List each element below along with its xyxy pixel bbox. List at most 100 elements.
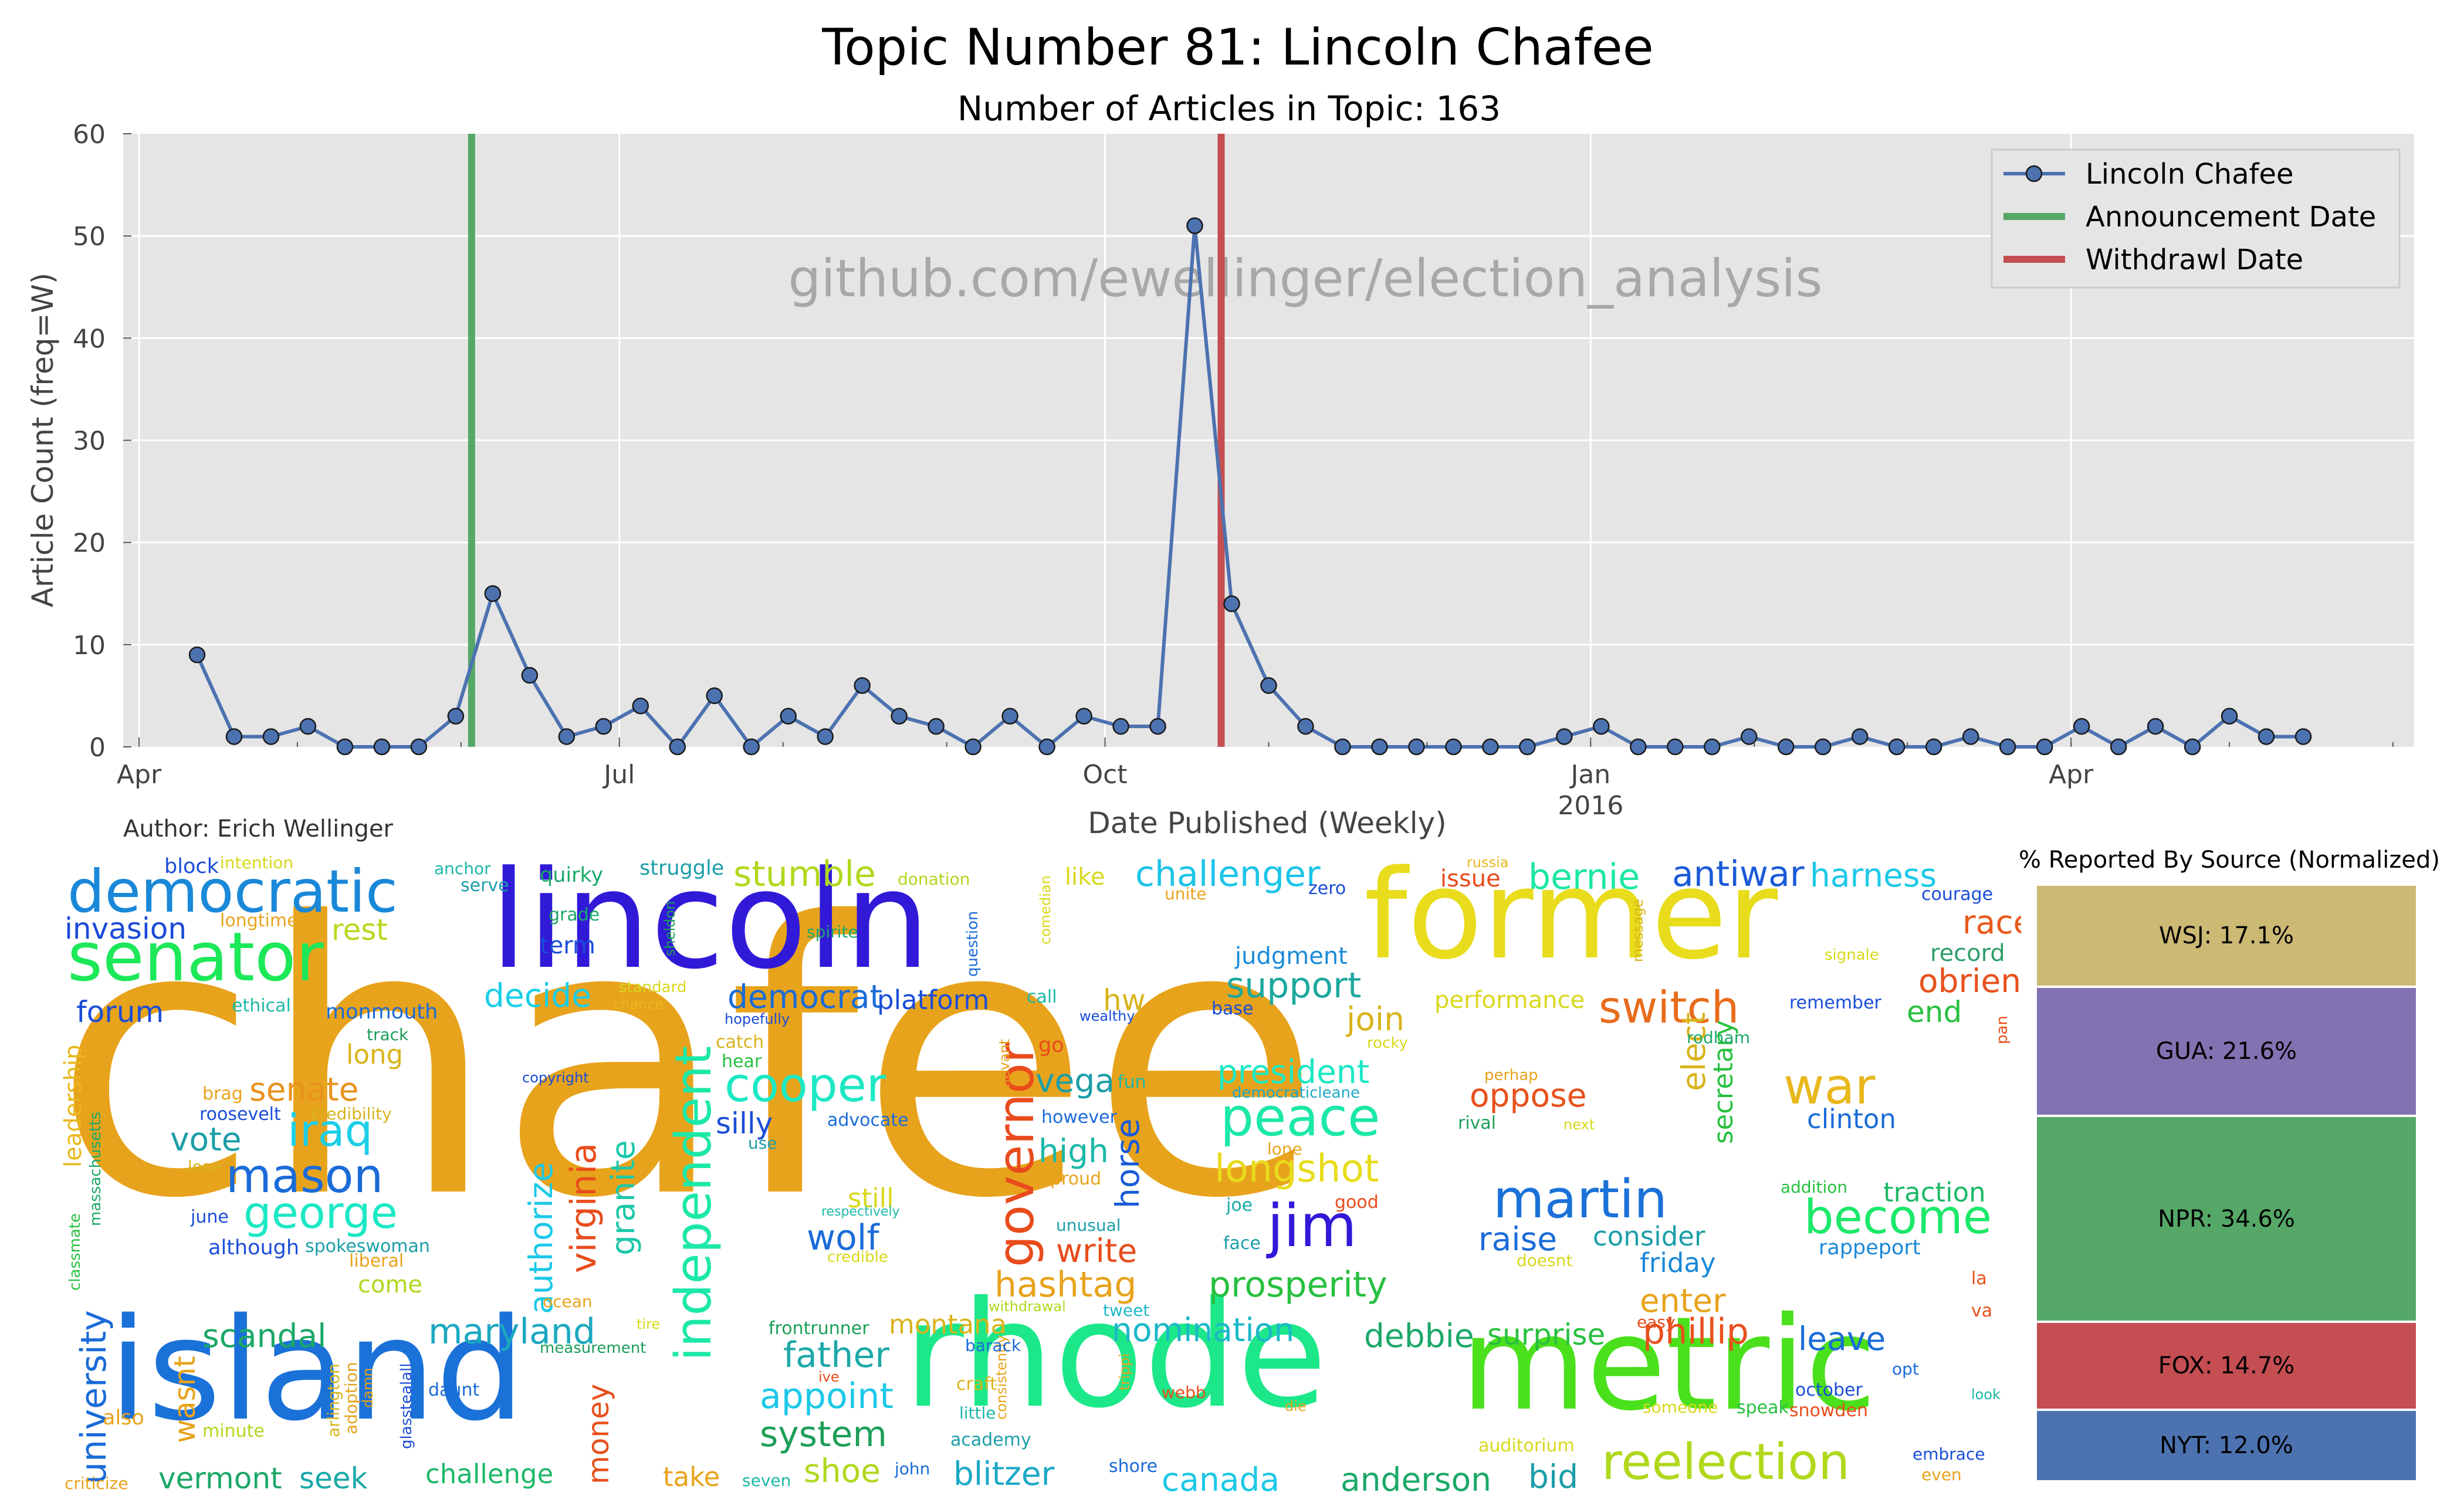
- word-cloud-word: glasstealall: [398, 1363, 415, 1449]
- data-point: [336, 738, 354, 756]
- word-cloud-word: challenge: [425, 1458, 554, 1490]
- data-point: [2147, 717, 2164, 735]
- word-cloud-word: lone: [1267, 1139, 1302, 1159]
- data-point: [262, 728, 280, 745]
- series-group: [188, 217, 2312, 756]
- word-cloud-word: end: [1907, 995, 1962, 1029]
- word-cloud-word: message: [1630, 899, 1646, 962]
- word-cloud-word: easy: [1637, 1312, 1676, 1332]
- y-tick-label: 10: [73, 631, 106, 661]
- word-cloud-word: die: [1285, 1398, 1307, 1414]
- word-cloud-word: auditorium: [1478, 1436, 1575, 1456]
- word-cloud-word: someone: [1643, 1397, 1718, 1417]
- y-axis-label: Article Count (freq=W): [26, 273, 60, 608]
- data-point: [1260, 677, 1277, 694]
- word-cloud-word: spokeswoman: [305, 1236, 430, 1257]
- word-cloud-word: fun: [1118, 1072, 1146, 1092]
- data-point: [1223, 595, 1240, 612]
- data-point: [1075, 708, 1092, 725]
- data-point: [188, 647, 206, 664]
- data-point: [1445, 738, 1462, 756]
- source-segment-label: GUA: 21.6%: [2155, 1037, 2297, 1065]
- word-cloud-word: rappeport: [1819, 1236, 1921, 1260]
- source-segment: NYT: 12.0%: [2036, 1409, 2417, 1481]
- word-cloud-word: va: [1971, 1301, 1993, 1321]
- word-cloud-word: seven: [742, 1471, 791, 1490]
- word-cloud-word: question: [964, 911, 981, 977]
- data-point: [484, 585, 502, 602]
- word-cloud-word: massachusetts: [87, 1111, 104, 1226]
- word-cloud-word: switch: [1599, 981, 1739, 1033]
- data-point: [1741, 728, 1758, 745]
- word-cloud-word: unusual: [1056, 1216, 1121, 1235]
- x-tick-sublabel: 2016: [1558, 791, 1623, 821]
- author-credit: Author: Erich Wellinger: [123, 815, 393, 842]
- word-cloud-word: wolf: [807, 1217, 879, 1258]
- word-cloud-word: zero: [1308, 878, 1346, 899]
- word-cloud-word: academy: [950, 1430, 1031, 1450]
- word-cloud-word: anchor: [434, 859, 491, 878]
- word-cloud-word: good: [1335, 1192, 1379, 1213]
- word-cloud-word: la: [1971, 1268, 1987, 1289]
- word-cloud-word: credible: [827, 1248, 888, 1266]
- word-cloud-word: june: [191, 1207, 229, 1227]
- word-cloud-word: join: [1346, 1000, 1405, 1038]
- data-point: [299, 717, 317, 735]
- watermark: github.com/ewellinger/election_analysis: [788, 248, 1823, 309]
- x-axis-label: Date Published (Weekly): [1088, 806, 1447, 840]
- word-cloud-word: challenger: [1135, 854, 1321, 895]
- word-cloud-word: hear: [722, 1051, 762, 1072]
- word-cloud-word: lose: [188, 1157, 221, 1176]
- word-cloud-word: even: [1921, 1465, 1962, 1484]
- data-point: [1667, 738, 1684, 756]
- word-cloud-word: embrace: [1913, 1444, 1985, 1464]
- word-cloud-word: virginia: [563, 1142, 604, 1273]
- word-cloud-word: daunt: [428, 1380, 480, 1400]
- word-cloud-word: brag: [202, 1084, 243, 1104]
- word-cloud-word: peace: [1220, 1087, 1380, 1148]
- word-cloud-word: raise: [1478, 1220, 1558, 1258]
- word-cloud-word: sheldon: [662, 901, 678, 956]
- data-point: [521, 666, 539, 684]
- source-segment-label: NPR: 34.6%: [2158, 1205, 2295, 1233]
- word-cloud-word: war: [1783, 1058, 1876, 1116]
- word-cloud-word: classmate: [66, 1213, 84, 1291]
- word-cloud-word: serve: [461, 875, 509, 896]
- data-point: [1334, 738, 1351, 756]
- data-point: [2073, 717, 2090, 735]
- word-cloud-word: quirky: [540, 864, 604, 887]
- word-cloud-word: antiwar: [1672, 854, 1805, 895]
- data-point: [1519, 738, 1536, 756]
- data-point: [743, 738, 760, 756]
- data-point: [1999, 738, 2016, 756]
- data-point: [780, 708, 797, 725]
- word-cloud-word: invasion: [65, 912, 187, 946]
- word-cloud-word: struggle: [639, 857, 725, 880]
- word-cloud-word: appoint: [760, 1376, 893, 1417]
- word-cloud-word: scandal: [202, 1317, 327, 1355]
- data-point: [1186, 217, 1203, 234]
- word-cloud-word: credibility: [311, 1104, 392, 1123]
- word-cloud-word: university: [73, 1310, 114, 1484]
- source-segment-label: WSJ: 17.1%: [2159, 922, 2294, 949]
- word-cloud-word: obrien: [1918, 962, 2021, 1000]
- word-cloud-word: president: [1217, 1053, 1370, 1091]
- word-cloud-word: hopefully: [725, 1011, 790, 1027]
- data-point: [225, 728, 243, 745]
- word-cloud-word: vote: [170, 1121, 242, 1158]
- chart-title: Topic Number 81: Lincoln Chafee: [821, 18, 1654, 77]
- data-point: [1112, 717, 1129, 735]
- word-cloud-word: minute: [202, 1421, 265, 1441]
- word-cloud-word: bernie: [1528, 857, 1640, 898]
- word-cloud-word: forum: [76, 995, 164, 1029]
- legend-label: Lincoln Chafee: [2086, 158, 2294, 191]
- word-cloud-word: democratic: [67, 857, 398, 926]
- word-cloud-word: unite: [1165, 884, 1207, 903]
- word-cloud-word: longshot: [1214, 1147, 1379, 1191]
- word-cloud-word: look: [1971, 1386, 2001, 1403]
- word-cloud-word: adoption: [341, 1362, 361, 1434]
- word-cloud-word: go: [1038, 1034, 1064, 1057]
- x-tick-label: Apr: [2049, 760, 2094, 790]
- chart-subtitle: Number of Articles in Topic: 163: [957, 89, 1501, 128]
